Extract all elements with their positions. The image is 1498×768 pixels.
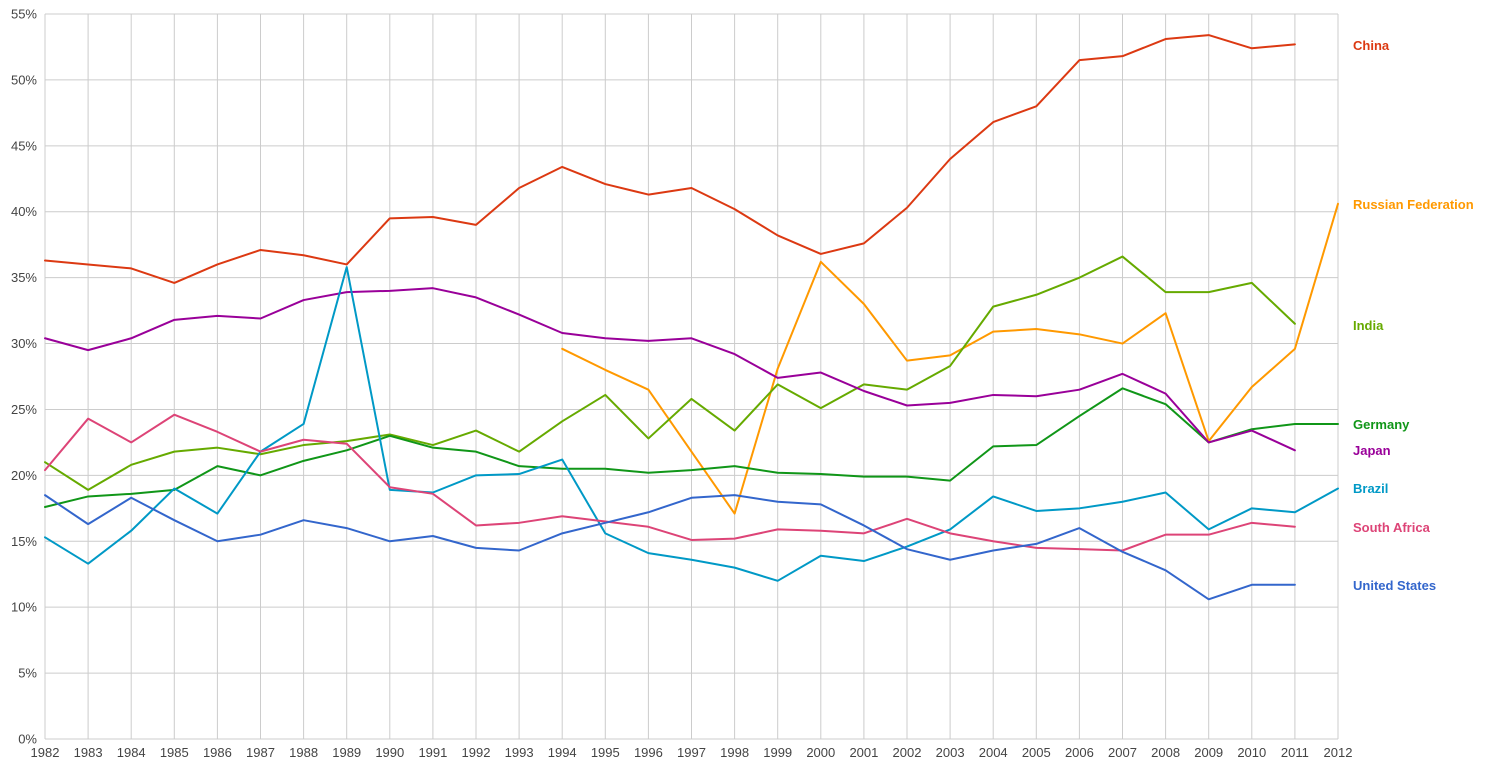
- x-tick-label: 2010: [1237, 745, 1266, 760]
- legend-item-india: India: [1353, 318, 1384, 333]
- x-tick-label: 1999: [763, 745, 792, 760]
- legend-item-russian-federation: Russian Federation: [1353, 197, 1474, 212]
- y-tick-label: 20%: [11, 468, 37, 483]
- series-line-india: [44, 255, 1296, 491]
- x-tick-label: 2000: [806, 745, 835, 760]
- x-tick-label: 1985: [160, 745, 189, 760]
- y-tick-label: 35%: [11, 270, 37, 285]
- series-line-germany: [44, 387, 1339, 508]
- x-tick-label: 2003: [936, 745, 965, 760]
- legend-item-united-states: United States: [1353, 578, 1436, 593]
- series-line-china: [44, 34, 1296, 284]
- y-tick-label: 40%: [11, 204, 37, 219]
- x-tick-label: 2012: [1324, 745, 1353, 760]
- series-line-united-states: [44, 494, 1296, 601]
- x-tick-label: 1988: [289, 745, 318, 760]
- y-tick-label: 10%: [11, 600, 37, 615]
- y-tick-label: 55%: [11, 7, 37, 22]
- x-tick-label: 1984: [117, 745, 146, 760]
- x-tick-label: 2005: [1022, 745, 1051, 760]
- legend-item-brazil: Brazil: [1353, 481, 1388, 496]
- y-tick-label: 25%: [11, 402, 37, 417]
- x-tick-label: 1986: [203, 745, 232, 760]
- y-tick-label: 50%: [11, 72, 37, 87]
- y-tick-label: 30%: [11, 336, 37, 351]
- x-tick-label: 1995: [591, 745, 620, 760]
- legend: China Russian Federation India Germany Japan…: [1353, 38, 1474, 593]
- x-tick-label: 1990: [375, 745, 404, 760]
- y-tick-label: 0%: [18, 732, 37, 747]
- x-tick-label: 1994: [548, 745, 577, 760]
- legend-item-germany: Germany: [1353, 417, 1410, 432]
- x-tick-label: 1997: [677, 745, 706, 760]
- y-tick-label: 15%: [11, 534, 37, 549]
- x-tick-label: 2006: [1065, 745, 1094, 760]
- x-tick-label: 1991: [418, 745, 447, 760]
- x-tick-label: 1998: [720, 745, 749, 760]
- x-tick-label: 1992: [462, 745, 491, 760]
- x-tick-label: 2011: [1281, 745, 1309, 760]
- x-tick-label: 1996: [634, 745, 663, 760]
- x-tick-label: 1993: [505, 745, 534, 760]
- x-axis-ticks: 1982 1983 1984 1985 1986 1987 1988 1989 1990 1991…: [31, 745, 1353, 760]
- x-tick-label: 2008: [1151, 745, 1180, 760]
- x-tick-label: 2007: [1108, 745, 1137, 760]
- y-tick-label: 5%: [18, 666, 37, 681]
- x-tick-label: 2004: [979, 745, 1008, 760]
- series-lines: [44, 34, 1339, 601]
- x-tick-label: 1989: [332, 745, 361, 760]
- gridlines: [44, 13, 1339, 740]
- y-tick-label: 45%: [11, 138, 37, 153]
- y-axis-ticks: 0% 5% 10% 15% 20% 25% 30% 35% 40% 45% 50% 55%: [11, 7, 37, 747]
- x-tick-label: 1982: [31, 745, 60, 760]
- legend-item-japan: Japan: [1353, 443, 1391, 458]
- x-tick-label: 1987: [246, 745, 275, 760]
- x-tick-label: 2002: [893, 745, 922, 760]
- x-tick-label: 1983: [74, 745, 103, 760]
- series-line-south-africa: [44, 413, 1296, 552]
- legend-item-south-africa: South Africa: [1353, 520, 1431, 535]
- legend-item-china: China: [1353, 38, 1390, 53]
- x-tick-label: 2009: [1194, 745, 1223, 760]
- x-tick-label: 2001: [849, 745, 878, 760]
- series-line-japan: [44, 287, 1296, 452]
